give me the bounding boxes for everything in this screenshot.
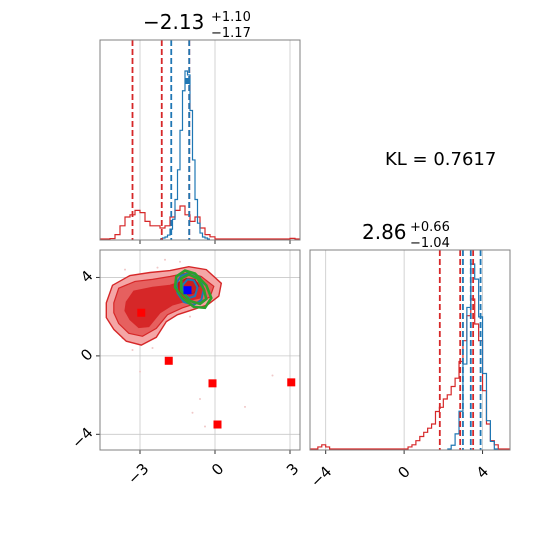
top-blue-marker bbox=[184, 78, 191, 84]
joint-green-contour-outer bbox=[173, 269, 213, 310]
top-red-histogram bbox=[100, 205, 300, 240]
title-param1-plus: +1.10 bbox=[211, 10, 251, 25]
joint-red-marker-4 bbox=[287, 378, 296, 387]
title-param1: −2.13 +1.10 −1.17 bbox=[143, 10, 251, 41]
joint-scatter-point-17 bbox=[139, 370, 141, 373]
right-red-histogram bbox=[310, 298, 510, 450]
joint-blue-marker bbox=[183, 286, 192, 295]
joint-scatter-point-11 bbox=[131, 349, 134, 351]
joint-scatter-point-13 bbox=[204, 425, 206, 428]
title-param2: 2.86 +0.66 −1.04 bbox=[362, 220, 450, 251]
joint-scatter-point-15 bbox=[244, 405, 246, 408]
joint-scatter-point-8 bbox=[151, 347, 154, 350]
joint-scatter-point-3 bbox=[179, 260, 181, 263]
param2-marginal-panel: −4 0 4 bbox=[307, 249, 511, 491]
param1-marginal-panel bbox=[99, 39, 301, 244]
joint-scatter-point-14 bbox=[199, 398, 201, 401]
right-frame bbox=[309, 249, 511, 451]
joint-scatter-point-16 bbox=[271, 374, 274, 377]
joint-scatter-point-9 bbox=[189, 315, 191, 318]
title-param1-minus: −1.17 bbox=[211, 26, 251, 41]
joint-red-marker-1 bbox=[164, 356, 173, 365]
title-param1-value: −2.13 bbox=[143, 10, 204, 34]
joint-scatter-point-0 bbox=[124, 268, 126, 271]
joint-frame bbox=[99, 249, 301, 451]
joint-scatter-point-2 bbox=[156, 266, 159, 269]
title-param2-plus: +0.66 bbox=[410, 220, 450, 235]
joint-red-marker-0 bbox=[137, 308, 146, 317]
title-param2-minus: −1.04 bbox=[410, 236, 450, 251]
top-frame bbox=[99, 39, 301, 241]
joint-green-contour-inner bbox=[180, 273, 208, 306]
joint-scatter-point-19 bbox=[164, 258, 166, 261]
title-param2-value: 2.86 bbox=[362, 220, 407, 244]
joint-scatter-point-12 bbox=[191, 411, 194, 414]
joint-plot-area bbox=[105, 258, 296, 429]
joint-red-marker-2 bbox=[208, 379, 217, 388]
joint-red-marker-3 bbox=[213, 420, 222, 429]
kl-annotation: KL = 0.7617 bbox=[385, 149, 496, 170]
